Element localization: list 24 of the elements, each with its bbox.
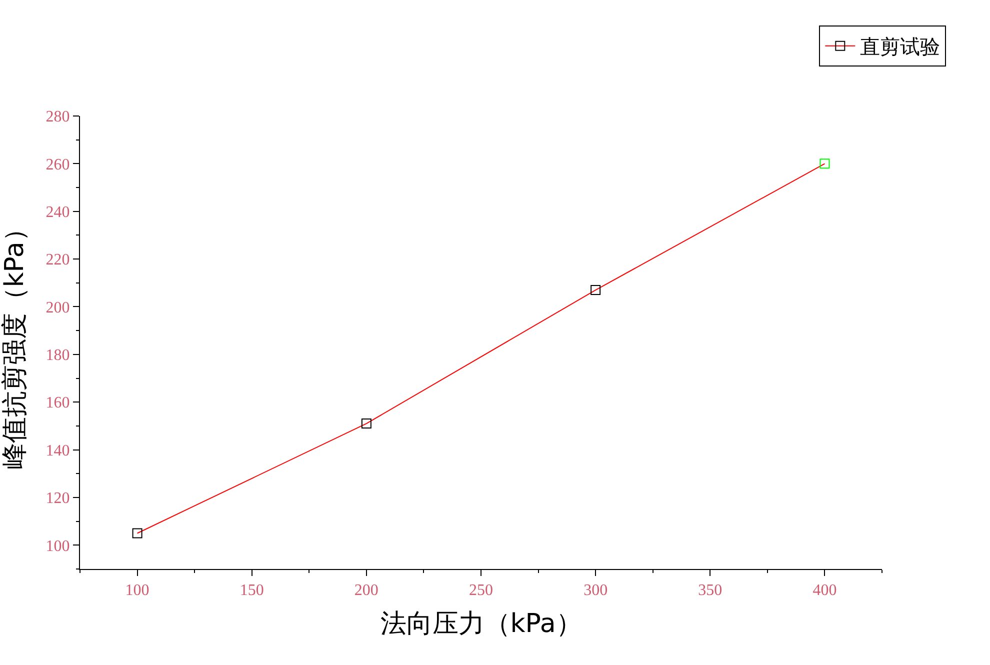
- y-tick-label: 280: [46, 108, 70, 126]
- y-tick-label: 160: [46, 394, 70, 412]
- point: [132, 528, 142, 538]
- y-tick-label: 180: [46, 347, 70, 364]
- y-tick-label: 240: [46, 204, 70, 221]
- x-axis-title: 法向压力（kPa）: [380, 608, 582, 639]
- y-tick-label: 140: [46, 442, 70, 460]
- point: [820, 158, 830, 169]
- legend-label: 直剪试验: [860, 34, 940, 59]
- x-tick-label: 100: [125, 582, 150, 600]
- y-tick-label: 220: [46, 252, 70, 269]
- point: [590, 285, 601, 296]
- y-tick-label: 100: [46, 538, 70, 555]
- y-tick-label: 120: [46, 490, 70, 508]
- point: [361, 418, 372, 429]
- x-tick-label: 200: [354, 582, 378, 600]
- x-tick-label: 150: [240, 582, 264, 600]
- x-tick-label: 400: [812, 582, 837, 600]
- y-axis-title: 峰值抗剪强度（kPa）: [0, 216, 30, 470]
- x-tick-label: 250: [469, 582, 493, 600]
- x-tick-label: 300: [584, 582, 608, 600]
- y-tick-label: 260: [46, 156, 70, 174]
- x-tick-label: 350: [698, 582, 722, 600]
- y-tick-label: 200: [46, 299, 70, 316]
